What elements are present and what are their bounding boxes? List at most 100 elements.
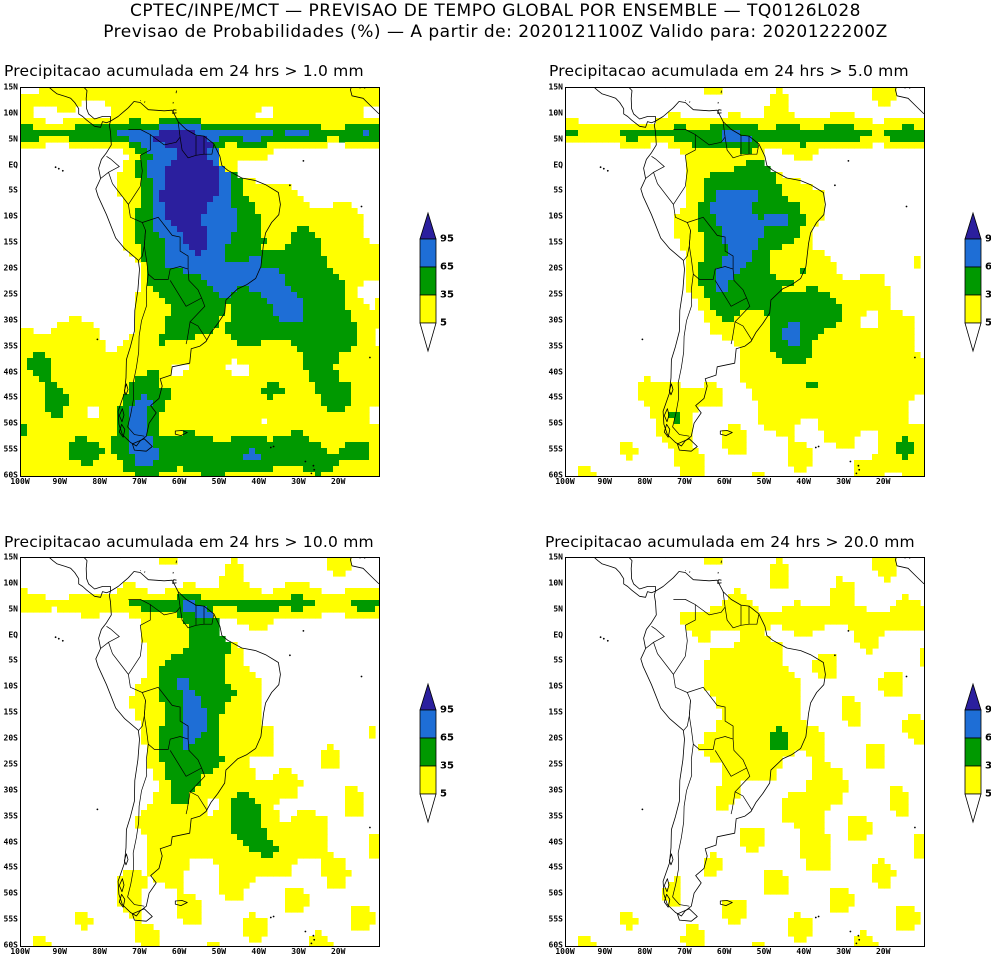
- colorbar-segment-35: [420, 738, 436, 766]
- colorbar-level-label: 95: [440, 234, 454, 245]
- colorbar-level-label: 35: [985, 761, 991, 772]
- lon-tick-label: 70W: [132, 477, 146, 486]
- lon-tick-label: 20W: [876, 947, 890, 956]
- lat-tick-label: 25S: [549, 759, 563, 768]
- colorbar-level-label: 65: [440, 262, 454, 273]
- probability-map: [21, 88, 379, 476]
- lon-tick-label: 50W: [212, 947, 226, 956]
- lon-tick-label: 100W: [555, 477, 574, 486]
- lat-tick-label: 45S: [549, 863, 563, 872]
- lat-tick-label: 5S: [8, 656, 18, 665]
- map-frame: [565, 87, 925, 477]
- colorbar-level-label: 95: [985, 234, 991, 245]
- lat-tick-label: 50S: [549, 889, 563, 898]
- lat-tick-label: 10N: [4, 108, 18, 117]
- probability-shading: [566, 88, 924, 476]
- lat-tick-label: 15N: [4, 553, 18, 562]
- lat-tick-label: 10N: [549, 578, 563, 587]
- lat-tick-label: 25S: [4, 759, 18, 768]
- lat-tick-label: 30S: [4, 785, 18, 794]
- lat-tick-label: 5S: [553, 656, 563, 665]
- lon-tick-label: 70W: [132, 947, 146, 956]
- lat-tick-label: EQ: [8, 160, 18, 169]
- panel-title-2: Precipitacao acumulada em 24 hrs > 5.0 m…: [549, 62, 909, 80]
- colorbar-level-label: 95: [985, 705, 991, 716]
- colorbar-segment-5: [420, 295, 436, 323]
- lat-tick-label: 35S: [549, 811, 563, 820]
- colorbar-segment-35: [965, 267, 981, 295]
- colorbar-segment-65: [965, 710, 981, 738]
- colorbar-level-label: 65: [440, 733, 454, 744]
- colorbar-segment-95: [965, 684, 981, 710]
- lon-tick-label: 40W: [796, 477, 810, 486]
- probability-shading: [21, 558, 379, 946]
- colorbar-graphic: [963, 205, 991, 355]
- probability-map: [566, 88, 924, 476]
- lat-tick-label: 30S: [549, 315, 563, 324]
- colorbar-level-label: 65: [985, 262, 991, 273]
- lon-tick-label: 80W: [92, 947, 106, 956]
- lon-tick-label: 80W: [637, 477, 651, 486]
- colorbar-level-label: 5: [440, 789, 447, 800]
- lat-tick-label: 5N: [8, 134, 18, 143]
- lat-tick-label: 15S: [4, 708, 18, 717]
- lat-tick-label: EQ: [8, 630, 18, 639]
- lon-tick-label: 30W: [836, 477, 850, 486]
- colorbar-segment-below-5: [420, 794, 436, 822]
- map-frame: [20, 87, 380, 477]
- lat-tick-label: 10S: [549, 682, 563, 691]
- colorbar-level-label: 35: [440, 761, 454, 772]
- lat-tick-label: 40S: [4, 837, 18, 846]
- lon-tick-label: 90W: [53, 947, 67, 956]
- lat-tick-label: 30S: [4, 315, 18, 324]
- probability-shading: [578, 558, 924, 946]
- probability-map: [21, 558, 379, 946]
- lon-tick-label: 100W: [555, 947, 574, 956]
- lon-tick-label: 20W: [876, 477, 890, 486]
- lat-tick-label: 55S: [549, 445, 563, 454]
- lat-tick-label: 5N: [553, 134, 563, 143]
- lat-tick-label: 35S: [4, 811, 18, 820]
- colorbar-graphic: [418, 205, 448, 355]
- lat-tick-label: 50S: [4, 889, 18, 898]
- lon-tick-label: 90W: [598, 947, 612, 956]
- colorbar-segment-65: [420, 710, 436, 738]
- colorbar-level-label: 5: [985, 318, 991, 329]
- lon-tick-label: 100W: [10, 947, 29, 956]
- lat-tick-label: 10S: [4, 212, 18, 221]
- lat-tick-label: 5N: [553, 604, 563, 613]
- lon-tick-label: 50W: [757, 477, 771, 486]
- lon-tick-label: 60W: [717, 947, 731, 956]
- colorbar-segment-35: [420, 267, 436, 295]
- lat-tick-label: 30S: [549, 785, 563, 794]
- lat-tick-label: 40S: [4, 367, 18, 376]
- lat-tick-label: 40S: [549, 837, 563, 846]
- colorbar-level-label: 5: [440, 318, 447, 329]
- lon-tick-label: 50W: [212, 477, 226, 486]
- lat-tick-label: 15N: [549, 83, 563, 92]
- lon-tick-label: 60W: [172, 477, 186, 486]
- lat-tick-label: 10S: [549, 212, 563, 221]
- lat-tick-label: 55S: [549, 915, 563, 924]
- probability-shading: [21, 88, 379, 476]
- lon-tick-label: 50W: [757, 947, 771, 956]
- colorbar-level-label: 5: [985, 789, 991, 800]
- lat-tick-label: 10N: [4, 578, 18, 587]
- lat-tick-label: 5S: [553, 186, 563, 195]
- lat-tick-label: 55S: [4, 915, 18, 924]
- lon-tick-label: 60W: [172, 947, 186, 956]
- lon-tick-label: 70W: [677, 477, 691, 486]
- map-frame: [20, 557, 380, 947]
- colorbar-segment-below-5: [420, 323, 436, 351]
- lat-tick-label: 45S: [4, 863, 18, 872]
- lon-tick-label: 30W: [291, 947, 305, 956]
- colorbar-graphic: [963, 676, 991, 826]
- colorbar-segment-5: [420, 766, 436, 794]
- lat-tick-label: EQ: [553, 160, 563, 169]
- lon-tick-label: 30W: [836, 947, 850, 956]
